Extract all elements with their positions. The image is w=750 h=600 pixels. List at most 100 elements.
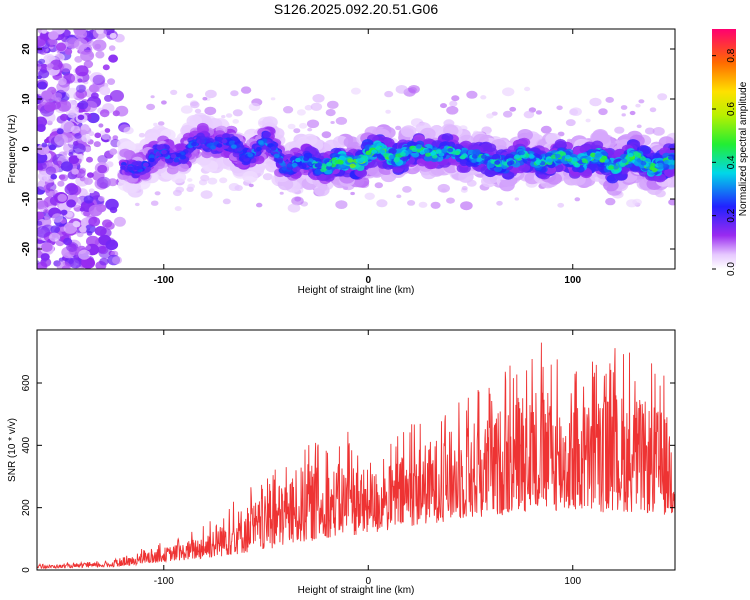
heatmap-cell: [288, 124, 296, 130]
heatmap-cell: [605, 198, 615, 205]
heatmap-cell: [536, 110, 542, 114]
heatmap-cell: [105, 199, 119, 210]
heatmap-cell: [402, 186, 412, 193]
heatmap-cell: [274, 154, 280, 158]
heatmap-cell: [186, 93, 193, 98]
heatmap-cell: [94, 141, 101, 147]
heatmap-cell: [256, 147, 262, 151]
heatmap-cell: [621, 105, 628, 110]
heatmap-cell: [34, 212, 44, 220]
heatmap-cell: [200, 136, 206, 140]
heatmap-cell: [99, 258, 108, 266]
heatmap-cell: [47, 63, 53, 68]
heatmap-cell: [591, 141, 603, 150]
heatmap-cell: [139, 133, 145, 138]
y-tick-label: 200: [21, 499, 32, 516]
heatmap-cell: [187, 178, 192, 182]
heatmap-cell: [161, 150, 167, 154]
heatmap-cell: [146, 104, 155, 110]
heatmap-cell: [48, 31, 58, 40]
heatmap-cell: [262, 116, 278, 128]
heatmap-cell: [638, 99, 644, 103]
heatmap-cell: [256, 203, 262, 208]
heatmap-cell: [106, 161, 113, 167]
heatmap-cell: [396, 195, 401, 199]
heatmap-cell: [33, 36, 46, 47]
heatmap-cell: [477, 157, 483, 161]
heatmap-cell: [191, 142, 197, 146]
heatmap-cell: [63, 151, 68, 155]
heatmap-cell: [412, 148, 418, 152]
heatmap-cell: [174, 158, 180, 162]
heatmap-cell: [575, 197, 581, 201]
heatmap-cell: [287, 163, 293, 167]
heatmap-cell: [592, 98, 598, 102]
heatmap-cell: [87, 172, 94, 178]
heatmap-cell: [283, 106, 293, 113]
heatmap-cell: [605, 97, 614, 103]
heatmap-cell: [536, 159, 542, 163]
heatmap-cell: [566, 119, 576, 126]
heatmap-cell: [407, 200, 415, 206]
heatmap-cell: [460, 201, 473, 210]
heatmap-cell: [336, 117, 347, 125]
heatmap-cell: [622, 113, 626, 116]
heatmap-cell: [229, 141, 235, 145]
heatmap-cell: [199, 139, 205, 143]
heatmap-cell: [171, 154, 177, 158]
heatmap-cell: [338, 160, 344, 164]
heatmap-cell: [36, 226, 50, 238]
heatmap-cell: [652, 168, 658, 172]
heatmap-cell: [95, 51, 104, 59]
heatmap-cell: [137, 165, 143, 169]
heatmap-cell: [110, 33, 117, 39]
page: S126.2025.092.20.51.G06 -100 0 1: [0, 0, 750, 600]
heatmap-cell: [519, 151, 525, 155]
figure-canvas: -100 0 100-20-1001020 Height of straight l…: [0, 0, 750, 600]
heatmap-cell: [77, 78, 82, 82]
heatmap-cell: [65, 184, 79, 196]
heatmap-cell: [135, 203, 140, 206]
heatmap-cell: [598, 108, 607, 115]
snr-panel: -100 0 1000200400600 Height of straight li…: [7, 330, 675, 596]
heatmap-cell: [480, 95, 486, 99]
heatmap-cell: [57, 194, 67, 202]
heatmap-cell: [52, 213, 63, 222]
heatmap-cell: [158, 121, 165, 126]
heatmap-cell: [547, 158, 553, 162]
heatmap-cell: [37, 201, 47, 210]
heatmap-cell: [249, 184, 254, 188]
heatmap-cell: [112, 256, 122, 264]
heatmap-cell: [451, 95, 459, 101]
heatmap-cell: [123, 127, 133, 134]
heatmap-cell: [223, 199, 231, 205]
heatmap-cell: [89, 205, 103, 217]
heatmap-cell: [524, 111, 535, 119]
heatmap-cell: [340, 156, 346, 160]
heatmap-cell: [94, 44, 101, 50]
heatmap-cell: [95, 226, 107, 236]
heatmap-cell: [66, 242, 78, 252]
heatmap-cell: [109, 148, 117, 155]
heatmap-cell: [472, 154, 478, 158]
heatmap-cell: [394, 157, 400, 161]
heatmap-cell: [61, 210, 68, 216]
heatmap-cell: [503, 111, 512, 118]
heatmap-cell: [75, 65, 88, 76]
heatmap-cell: [208, 178, 218, 185]
spectrogram-panel: -100 0 100-20-1001020 Height of straight l…: [7, 24, 683, 296]
heatmap-cell: [76, 85, 86, 93]
heatmap-cell: [347, 159, 353, 163]
heatmap-cell: [44, 102, 56, 112]
heatmap-cell: [120, 166, 126, 170]
heatmap-cell: [219, 177, 227, 183]
heatmap-cell: [635, 104, 640, 108]
x-tick-label: 100: [564, 576, 581, 587]
heatmap-cell: [57, 128, 64, 134]
heatmap-cell: [79, 226, 87, 232]
heatmap-cell: [653, 127, 665, 136]
heatmap-cell: [515, 197, 519, 200]
heatmap-cell: [170, 90, 177, 95]
heatmap-cell: [668, 160, 674, 164]
heatmap-cell: [555, 139, 567, 148]
